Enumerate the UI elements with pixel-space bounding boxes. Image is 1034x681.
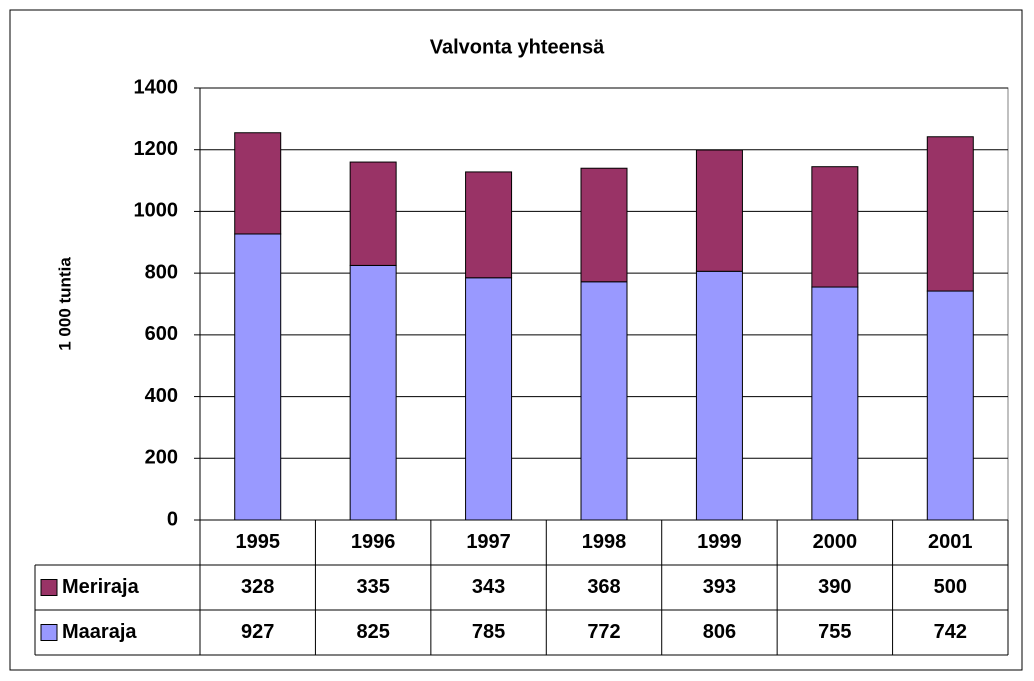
table-value: 785 (472, 621, 505, 643)
y-axis-label: 1 000 tuntia (55, 257, 74, 351)
legend-label: Maaraja (62, 621, 137, 643)
bar-segment (926, 136, 974, 292)
table-value: 772 (587, 621, 620, 643)
bar-segment (234, 233, 282, 521)
y-tick-label: 1200 (134, 138, 179, 160)
bar-segment (465, 277, 513, 521)
table-value: 343 (472, 576, 505, 598)
y-tick-label: 400 (145, 385, 178, 407)
bar-segment (811, 286, 859, 521)
x-tick-label: 1997 (466, 531, 511, 553)
bar-segment (695, 149, 743, 272)
y-tick-label: 800 (145, 261, 178, 283)
table-value: 927 (241, 621, 274, 643)
table-value: 755 (818, 621, 851, 643)
legend-swatch (40, 579, 58, 596)
legend-label: Meriraja (62, 576, 140, 598)
x-tick-label: 1995 (235, 531, 280, 553)
x-tick-label: 1996 (351, 531, 396, 553)
table-value: 368 (587, 576, 620, 598)
chart-title: Valvonta yhteensä (430, 36, 605, 58)
table-value: 806 (703, 621, 736, 643)
table-value: 742 (934, 621, 967, 643)
table-value: 393 (703, 576, 736, 598)
table-value: 335 (356, 576, 389, 598)
table-value: 328 (241, 576, 274, 598)
y-tick-label: 600 (145, 323, 178, 345)
x-tick-label: 1999 (697, 531, 742, 553)
table-value: 500 (934, 576, 967, 598)
bar-segment (580, 281, 628, 521)
bar-segment (695, 270, 743, 521)
bar-segment (465, 171, 513, 279)
y-tick-label: 1400 (134, 76, 179, 98)
bar-segment (811, 166, 859, 288)
table-value: 390 (818, 576, 851, 598)
legend-swatch (40, 624, 58, 641)
table-value: 825 (356, 621, 389, 643)
bar-segment (234, 132, 282, 235)
x-tick-label: 2000 (813, 531, 858, 553)
bar-segment (580, 167, 628, 283)
y-tick-label: 0 (167, 508, 178, 530)
y-tick-label: 1000 (134, 200, 179, 222)
bar-segment (349, 264, 397, 521)
x-tick-label: 1998 (582, 531, 627, 553)
bar-segment (926, 290, 974, 521)
x-tick-label: 2001 (928, 531, 973, 553)
bar-segment (349, 161, 397, 266)
y-tick-label: 200 (145, 447, 178, 469)
